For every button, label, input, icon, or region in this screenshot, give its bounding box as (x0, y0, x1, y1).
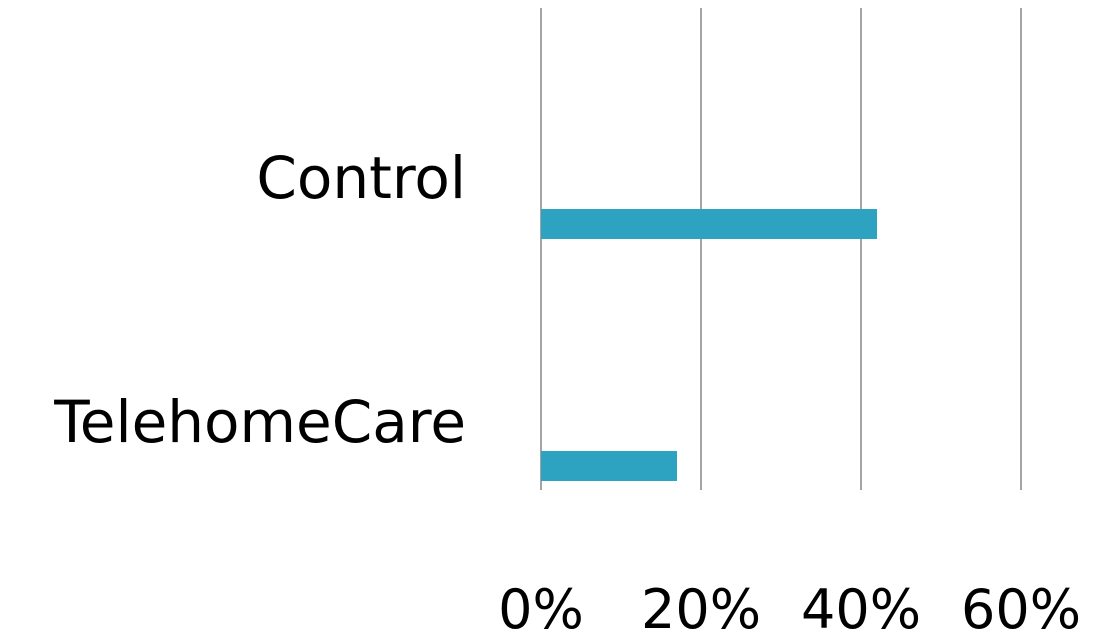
bar-control (541, 209, 877, 239)
gridlines (540, 8, 1022, 490)
x-tick-label: 40% (801, 578, 921, 639)
category-labels: Control TelehomeCare (53, 144, 466, 456)
x-tick-labels: 0% 20% 40% 60% (498, 578, 1081, 639)
bar-telehomecare (541, 451, 677, 481)
x-tick-label: 20% (641, 578, 761, 639)
x-tick-label: 60% (961, 578, 1081, 639)
category-label: TelehomeCare (53, 388, 466, 456)
bars (541, 209, 877, 481)
category-label: Control (256, 144, 466, 212)
x-tick-label: 0% (498, 578, 584, 639)
